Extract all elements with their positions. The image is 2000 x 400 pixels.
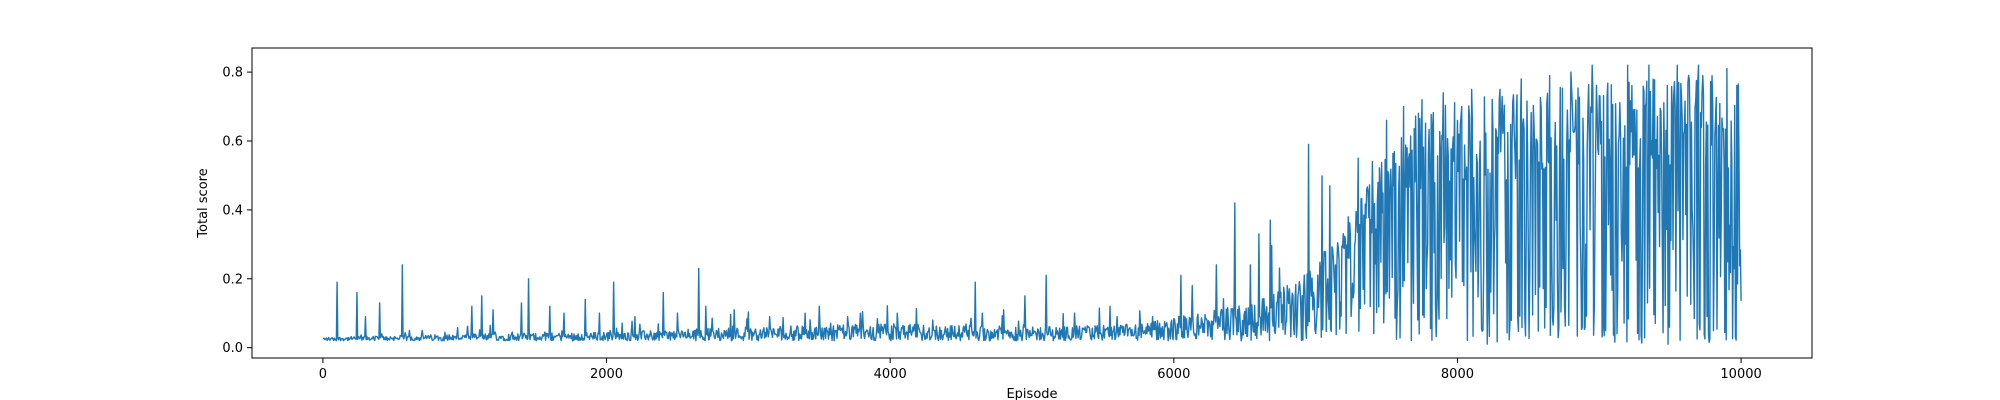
plot-frame bbox=[251, 47, 1813, 359]
y-tick-label: 0.0 bbox=[222, 341, 243, 356]
y-tick-label: 0.8 bbox=[222, 66, 243, 81]
x-axis: 0 2000 4000 6000 8000 10000 bbox=[319, 358, 1762, 382]
series-line bbox=[322, 64, 1742, 345]
plot-area bbox=[322, 64, 1742, 345]
y-axis: 0.0 0.2 0.4 0.6 0.8 bbox=[222, 66, 252, 356]
y-tick-label: 0.6 bbox=[222, 135, 243, 150]
x-tick-label: 8000 bbox=[1441, 367, 1474, 382]
y-axis-title: Total score bbox=[196, 168, 211, 238]
y-tick-label: 0.4 bbox=[222, 203, 243, 218]
x-tick-label: 10000 bbox=[1720, 367, 1761, 382]
x-axis-title: Episode bbox=[1006, 387, 1057, 400]
x-tick-label: 4000 bbox=[874, 367, 907, 382]
y-tick-label: 0.2 bbox=[222, 272, 243, 287]
x-tick-label: 0 bbox=[319, 367, 327, 382]
x-tick-label: 6000 bbox=[1157, 367, 1190, 382]
x-tick-label: 2000 bbox=[590, 367, 623, 382]
